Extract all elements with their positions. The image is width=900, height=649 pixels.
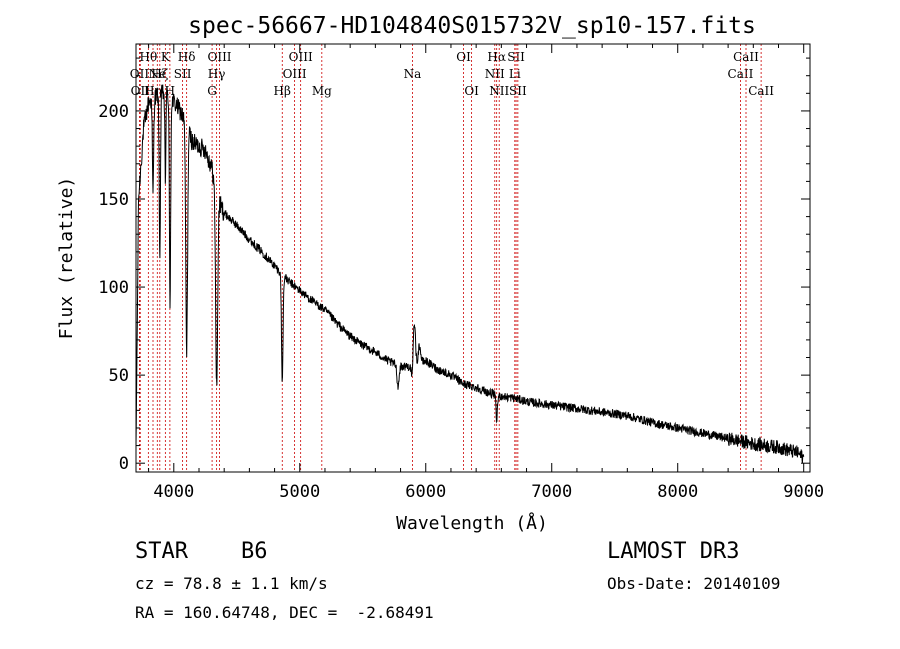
y-tick-label-1: 50 (109, 366, 129, 386)
line-markers: OIIOIIHθHηNeHζKHSIIHδGHγOIIIHβOIIIOIIIMg… (130, 44, 774, 472)
marker-label-14: OIII (283, 67, 307, 81)
x-axis-label: Wavelength (Å) (396, 512, 548, 534)
marker-label-5: Hζ (151, 67, 168, 81)
ra-dec: RA = 160.64748, DEC = -2.68491 (135, 603, 434, 622)
x-tick-label-1: 5000 (279, 482, 320, 502)
marker-label-15: OIII (289, 50, 313, 64)
marker-label-24: SII (507, 50, 525, 64)
y-axis-label: Flux (relative) (56, 177, 77, 340)
x-tick-label-5: 9000 (783, 482, 824, 502)
marker-label-8: SII (174, 67, 192, 81)
marker-label-9: Hδ (178, 50, 196, 64)
chart-title: spec-56667-HD104840S015732V_sp10-157.fit… (188, 13, 756, 39)
marker-label-22: NII (489, 84, 509, 98)
marker-label-3: Hη (144, 84, 162, 98)
x-tick-label-2: 6000 (405, 482, 446, 502)
obs-date: Obs-Date: 20140109 (607, 574, 781, 593)
x-tick-label-4: 8000 (657, 482, 698, 502)
survey-label: LAMOST DR3 (607, 539, 740, 564)
spectrum-line (135, 84, 805, 464)
marker-label-27: CaII (733, 50, 759, 64)
marker-label-12: OIII (207, 50, 231, 64)
marker-label-4: Ne (148, 67, 166, 81)
subclass-label: B6 (241, 539, 268, 564)
marker-label-2: Hθ (139, 50, 157, 64)
cz-value: cz = 78.8 ± 1.1 km/s (135, 574, 328, 593)
marker-label-7: H (165, 84, 175, 98)
x-tick-label-0: 4000 (153, 482, 194, 502)
axis-ticks: 4000 5000 6000 7000 8000 9000 0 50 100 150 200 (98, 44, 824, 502)
y-tick-label-3: 150 (98, 190, 129, 210)
marker-label-20: NII (485, 67, 505, 81)
marker-label-17: Na (404, 67, 422, 81)
marker-label-16: Mg (312, 84, 332, 98)
y-tick-label-0: 0 (119, 454, 129, 474)
marker-label-6: K (161, 50, 171, 64)
marker-label-23: Li (509, 67, 521, 81)
marker-label-0: OII (130, 67, 150, 81)
marker-label-21: Hα (487, 50, 506, 64)
marker-label-18: OI (456, 50, 471, 64)
class-label: STAR (135, 539, 188, 564)
y-tick-label-4: 200 (98, 102, 129, 122)
marker-label-10: G (207, 84, 217, 98)
marker-label-25: SII (509, 84, 527, 98)
marker-label-19: OI (464, 84, 479, 98)
marker-label-13: Hβ (274, 84, 291, 98)
plot-frame (135, 43, 811, 473)
marker-label-26: CaII (728, 67, 754, 81)
marker-label-28: CaII (748, 84, 774, 98)
y-tick-label-2: 100 (98, 278, 129, 298)
spectrum-layer (135, 84, 805, 464)
marker-label-11: Hγ (208, 67, 226, 81)
x-tick-label-3: 7000 (531, 482, 572, 502)
